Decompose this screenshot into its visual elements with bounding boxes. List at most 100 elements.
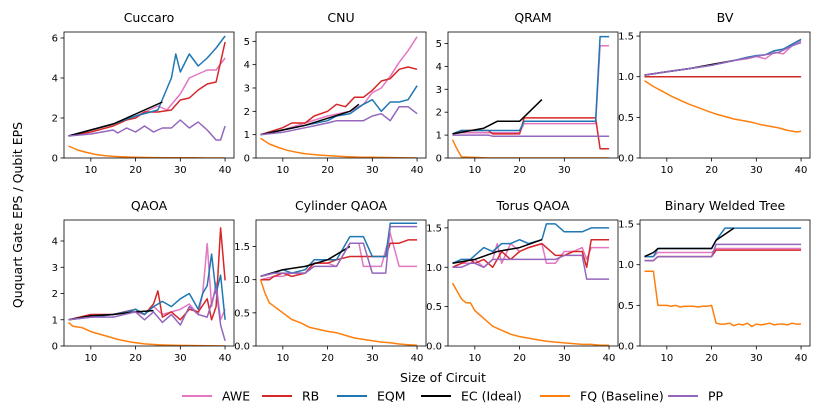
y-tick-label: 0.5 [618,301,634,312]
series-line-pp [644,243,802,262]
axes-frame [255,31,427,159]
axes-frame [255,219,427,347]
y-axis-label: Ququart Gate EPS / Qubit EPS [10,122,25,308]
subplot-title: QRAM [514,10,551,25]
subplot-title: BV [717,10,734,25]
subplot-qaoa: QAOA 10 20 30 40 0 1 2 3 4 [52,198,235,364]
legend-label: FQ (Baseline) [580,389,664,404]
series-line-fq-baseline [451,139,610,158]
subplot-torus-qaoa: Torus QAOA 10 20 30 40 0.0 0.5 1.0 1.5 [426,198,619,364]
y-tick-label: 0.5 [618,113,634,124]
subplot-cylinder-qaoa: Cylinder QAOA 10 20 30 40 0.0 0.5 1.0 1.5 [234,198,427,364]
series-line-pp [644,41,802,76]
x-tick-label: 40 [795,353,808,364]
x-tick-label: 20 [513,353,526,364]
axes-frame [63,31,235,159]
legend-label: EQM [377,389,406,404]
y-tick-label: 1 [52,315,58,326]
y-tick-label: 1.5 [234,242,250,253]
subplot-cnu: CNU 10 20 30 40 0 1 2 3 4 5 [244,10,427,176]
y-tick-label: 5 [436,39,442,50]
y-tick-label: 0.0 [618,154,634,165]
series-line-fq-baseline [68,145,226,158]
series-line-awe [68,242,226,321]
legend: AWE RB EQM EC (Ideal) FQ (Baseline) PP [182,389,724,404]
y-tick-label: 0 [436,154,442,165]
x-tick-label: 20 [321,353,334,364]
y-tick-label: 0.0 [618,342,634,353]
series-line-ec-ideal [260,103,360,136]
legend-item-rb: RB [262,389,319,404]
axes-frame [639,31,811,159]
y-tick-label: 1.0 [234,275,250,286]
x-tick-label: 40 [219,165,232,176]
legend-item-eqm: EQM [337,389,406,404]
legend-label: PP [708,389,724,404]
axes-frame [639,219,811,347]
y-tick-label: 1.0 [618,260,634,271]
subplot-title: QAOA [131,198,168,213]
axes-frame [63,219,235,347]
series-line-fq-baseline [260,137,418,158]
x-tick-label: 10 [660,353,673,364]
x-tick-label: 40 [219,353,232,364]
series-line-ec-ideal [68,309,154,321]
series-line-fq-baseline [259,279,418,346]
series-line-ec-ideal [452,238,543,265]
subplot-title: Cuccaro [124,10,175,25]
series-line-eqm [68,253,226,321]
series-line-ec-ideal [260,245,351,278]
x-tick-label: 40 [411,353,424,364]
axes-frame [447,31,619,159]
series-line-pp [68,119,226,141]
x-tick-label: 10 [468,165,481,176]
y-tick-label: 1.5 [426,223,442,234]
y-tick-label: 2 [436,108,442,119]
y-tick-label: 0 [244,154,250,165]
series-line-pp [68,287,226,342]
y-tick-label: 4 [244,60,250,71]
y-tick-label: 1 [436,131,442,142]
y-tick-label: 1 [244,130,250,141]
x-tick-label: 20 [705,353,718,364]
y-tick-label: 4 [52,237,58,248]
legend-label: RB [302,389,319,404]
subplot-qram: QRAM 10 20 30 0 1 2 3 4 5 [436,10,619,176]
x-tick-label: 10 [84,353,97,364]
x-tick-label: 20 [321,165,334,176]
x-tick-label: 10 [276,165,289,176]
series-line-fq-baseline [68,321,226,346]
x-tick-label: 10 [468,353,481,364]
legend-item-awe: AWE [182,389,250,404]
series-line-eqm [452,35,610,135]
series-line-eqm [452,223,610,264]
y-tick-label: 0 [52,154,58,165]
x-tick-label: 20 [129,165,142,176]
y-tick-label: 3 [436,85,442,96]
y-tick-label: 4 [52,74,58,85]
y-tick-label: 2 [52,114,58,125]
x-tick-label: 10 [660,165,673,176]
series-line-rb [260,66,418,136]
x-tick-label: 30 [366,353,379,364]
legend-label: AWE [222,389,250,404]
series-line-rb [68,41,226,137]
x-tick-label: 10 [84,165,97,176]
y-tick-label: 0.0 [426,342,442,353]
x-tick-label: 30 [174,353,187,364]
series-line-awe [260,36,418,136]
x-tick-label: 30 [750,165,763,176]
legend-label: EC (Ideal) [461,389,522,404]
y-tick-label: 0 [52,342,58,353]
series-line-eqm [260,222,418,278]
x-tick-label: 30 [750,353,763,364]
x-tick-label: 30 [558,165,571,176]
legend-item-ec-ideal: EC (Ideal) [421,389,522,404]
axes-frame [447,219,619,347]
y-tick-label: 1.0 [426,263,442,274]
series-line-pp [260,225,418,278]
y-tick-label: 4 [436,62,442,73]
x-tick-label: 40 [795,165,808,176]
series-line-pp [452,134,610,137]
